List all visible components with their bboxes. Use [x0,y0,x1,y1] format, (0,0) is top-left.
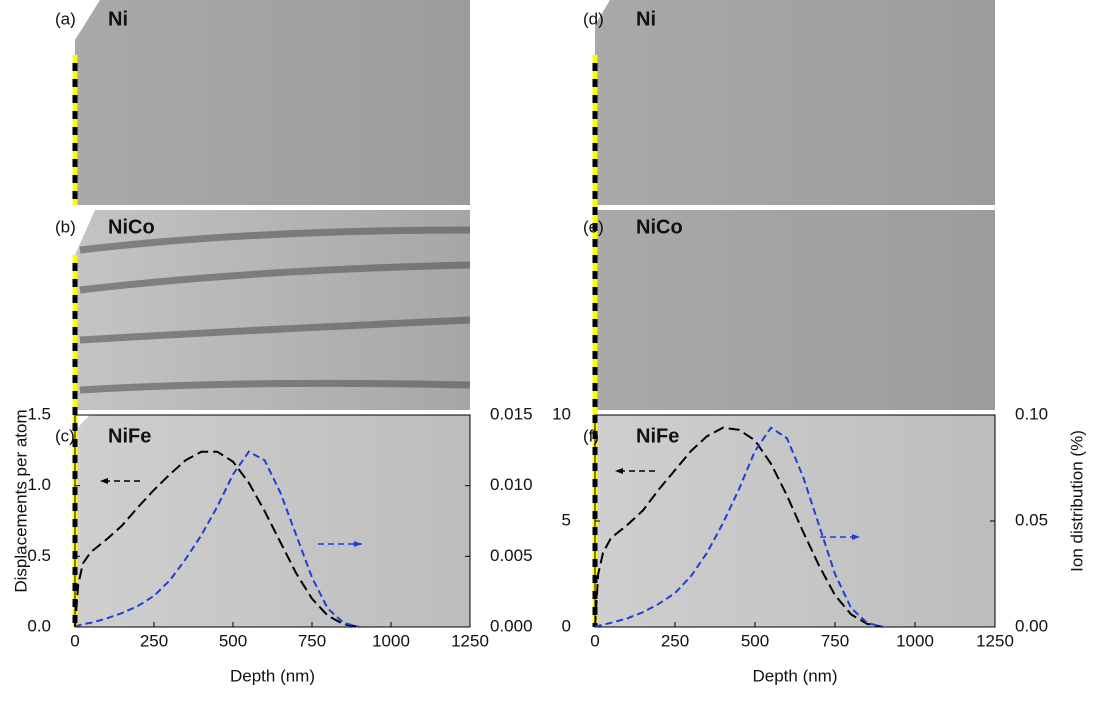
series-line [74,450,360,628]
panel-name: NiFe [636,425,679,447]
y2-tick-label: 0.005 [490,546,533,565]
panel-name: Ni [108,8,128,30]
panel-tag: (a) [55,9,76,28]
y2-tick-label: 0.010 [490,475,533,494]
x-tick-label: 250 [661,631,689,650]
x-tick-label: 750 [298,631,326,650]
panel-tag: (f) [583,426,599,445]
y-tick-label: 10 [552,404,571,423]
y2-tick-label: 0.10 [1015,404,1048,423]
y-axis-label: Displacements per atom [11,409,30,592]
y-tick-label: 1.5 [27,404,51,423]
x-tick-label: 1250 [976,631,1014,650]
x-tick-label: 0 [70,631,79,650]
panel-name: NiCo [636,216,683,238]
panel-name: NiCo [108,216,155,238]
x-tick-label: 1000 [896,631,934,650]
y-tick-label: 0.5 [27,546,51,565]
panel-tag: (d) [583,9,604,28]
image-band [79,226,471,394]
panel-tag: (b) [55,217,76,236]
series-line [594,426,884,628]
x-axis-label: Depth (nm) [752,666,837,685]
panel-tag: (e) [583,217,604,236]
y2-tick-label: 0.000 [490,616,533,635]
panel-tag: (c) [55,426,75,445]
plot-frame [74,414,471,628]
x-tick-label: 250 [140,631,168,650]
image-b [75,210,470,410]
image-e [595,210,995,410]
y-tick-label: 5 [562,510,571,529]
x-tick-label: 500 [741,631,769,650]
y-tick-label: 0.0 [27,616,51,635]
series-line [594,426,884,628]
x-axis-label: Depth (nm) [230,666,315,685]
y2-tick-label: 0.00 [1015,616,1048,635]
x-tick-label: 1250 [451,631,489,650]
image-f [595,415,995,627]
x-tick-label: 1000 [372,631,410,650]
x-tick-label: 750 [821,631,849,650]
image-d [595,0,995,205]
panel-name: Ni [636,8,656,30]
micrographs [72,0,995,627]
series-line [74,450,360,628]
panel-name: NiFe [108,425,151,447]
image-c [75,415,470,627]
y-tick-label: 1.0 [27,475,51,494]
x-tick-label: 0 [590,631,599,650]
image-a [75,0,470,205]
y2-tick-label: 0.05 [1015,510,1048,529]
y2-axis-label: Ion distribution (%) [1067,430,1086,572]
y2-tick-label: 0.015 [490,404,533,423]
annotation-arrows [100,468,860,547]
y-tick-label: 0 [562,616,571,635]
x-tick-label: 500 [219,631,247,650]
